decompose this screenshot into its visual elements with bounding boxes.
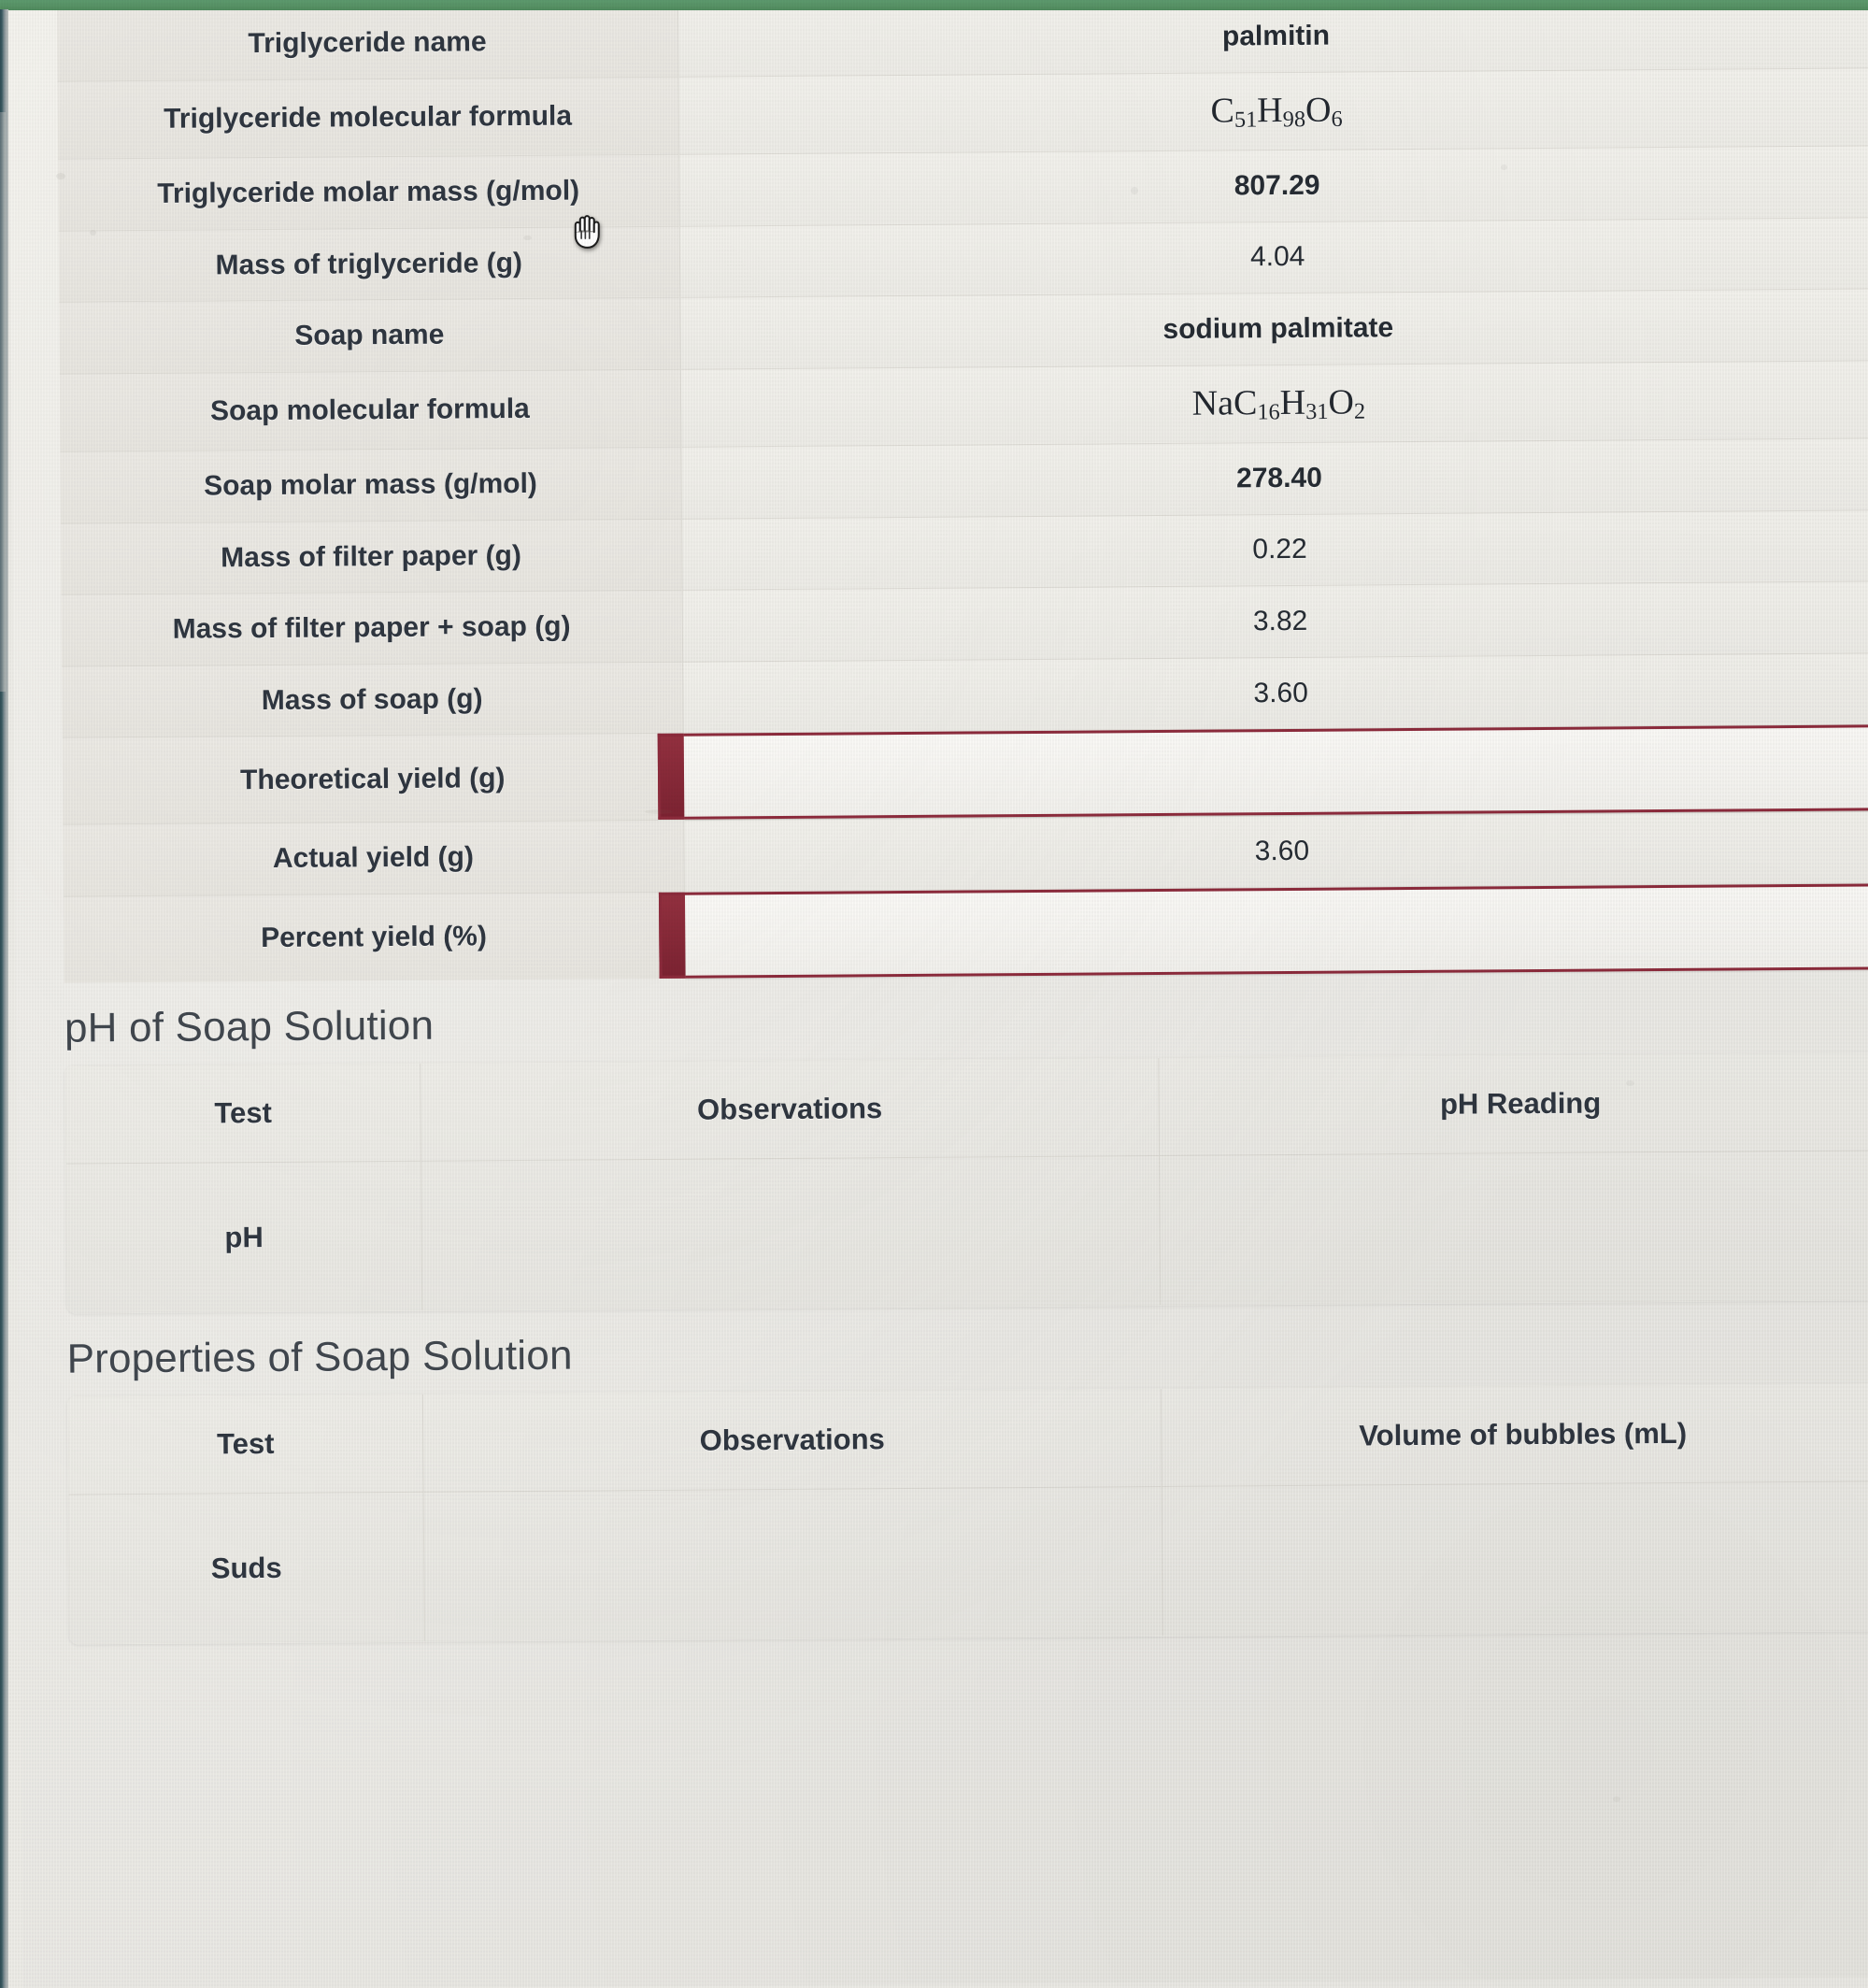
required-input-wrapper bbox=[658, 883, 1868, 979]
table-row: Triglyceride molecular formula C51H98O6 bbox=[57, 67, 1868, 160]
cell-value: 3.82 bbox=[681, 581, 1868, 663]
properties-of-soap-solution-table: Test Observations Volume of bubbles (mL)… bbox=[66, 1382, 1868, 1645]
table-row: Theoretical yield (g) bbox=[62, 724, 1868, 825]
cell-value: palmitin bbox=[677, 0, 1868, 77]
row-label: Mass of filter paper (g) bbox=[61, 518, 682, 595]
row-label: Mass of filter paper + soap (g) bbox=[61, 590, 683, 666]
column-header-test: Test bbox=[67, 1394, 424, 1495]
cell-input-container bbox=[658, 882, 1868, 979]
row-label: Triglyceride molar mass (g/mol) bbox=[58, 154, 679, 231]
table-row: pH bbox=[65, 1151, 1868, 1314]
left-window-edge-sliver-secondary bbox=[0, 112, 6, 692]
row-label: Soap name bbox=[59, 297, 680, 374]
lab-report-page: Triglyceride name palmitin Triglyceride mo… bbox=[8, 0, 1868, 1988]
cell-value: 3.60 bbox=[683, 811, 1868, 893]
row-label: Theoretical yield (g) bbox=[62, 733, 684, 825]
table-row: Actual yield (g) 3.60 bbox=[63, 811, 1868, 897]
row-label-ph: pH bbox=[65, 1161, 422, 1314]
cell-value: 4.04 bbox=[678, 217, 1868, 298]
table-row: Soap molecular formula NaC16H31O2 bbox=[59, 360, 1868, 452]
cell-value: sodium palmitate bbox=[679, 288, 1868, 369]
column-header-observations: Observations bbox=[422, 1388, 1162, 1493]
ph-section-title: pH of Soap Solution bbox=[64, 1002, 435, 1051]
required-input-wrapper bbox=[657, 724, 1868, 821]
soap-synthesis-results-table: Triglyceride name palmitin Triglyceride mo… bbox=[57, 0, 1868, 983]
row-label: Soap molar mass (g/mol) bbox=[60, 447, 682, 523]
table-row: Mass of filter paper + soap (g) 3.82 bbox=[61, 581, 1868, 666]
row-label: Percent yield (%) bbox=[63, 892, 685, 983]
row-label-suds: Suds bbox=[68, 1492, 425, 1645]
required-field-indicator-bar bbox=[658, 892, 686, 979]
left-window-edge-sliver bbox=[0, 9, 8, 1988]
table-row: Suds bbox=[68, 1481, 1868, 1645]
table-row: Soap name sodium palmitate bbox=[59, 288, 1868, 374]
cell-molecular-formula: NaC16H31O2 bbox=[679, 360, 1868, 448]
cell-input-container bbox=[657, 724, 1868, 821]
cell-suds-volume[interactable] bbox=[1162, 1481, 1868, 1637]
cell-molecular-formula: C51H98O6 bbox=[677, 67, 1868, 155]
row-label: Actual yield (g) bbox=[63, 820, 684, 897]
row-label: Triglyceride name bbox=[57, 5, 678, 81]
row-label: Triglyceride molecular formula bbox=[57, 76, 679, 160]
table-row: Mass of soap (g) 3.60 bbox=[62, 652, 1868, 738]
table-row: Mass of triglyceride (g) 4.04 bbox=[58, 217, 1868, 303]
table-row: Soap molar mass (g/mol) 278.40 bbox=[60, 437, 1868, 523]
input-theoretical-yield-g[interactable] bbox=[683, 727, 1868, 818]
required-field-indicator-bar bbox=[657, 734, 684, 821]
table-header-row: Test Observations Volume of bubbles (mL) bbox=[67, 1382, 1868, 1495]
cell-ph-reading[interactable] bbox=[1160, 1151, 1868, 1306]
ph-of-soap-solution-table: Test Observations pH Reading pH bbox=[64, 1051, 1868, 1314]
top-green-band bbox=[0, 0, 1868, 10]
cell-suds-observations[interactable] bbox=[423, 1486, 1163, 1642]
cell-ph-observations[interactable] bbox=[421, 1155, 1161, 1311]
row-label: Mass of triglyceride (g) bbox=[58, 225, 680, 303]
cell-value: 278.40 bbox=[680, 437, 1868, 519]
row-label: Soap molecular formula bbox=[59, 368, 681, 452]
properties-section-title: Properties of Soap Solution bbox=[66, 1332, 573, 1382]
column-header-volume-of-bubbles: Volume of bubbles (mL) bbox=[1161, 1382, 1868, 1487]
table-row: Percent yield (%) bbox=[63, 882, 1868, 983]
table-row: Mass of filter paper (g) 0.22 bbox=[61, 509, 1868, 595]
table-row: Triglyceride molar mass (g/mol) 807.29 bbox=[58, 145, 1868, 231]
column-header-test: Test bbox=[64, 1063, 421, 1165]
row-label: Mass of soap (g) bbox=[62, 662, 683, 738]
cell-value: 807.29 bbox=[678, 145, 1868, 226]
column-header-observations: Observations bbox=[420, 1057, 1160, 1162]
input-percent-yield[interactable] bbox=[684, 886, 1868, 976]
cell-value: 0.22 bbox=[681, 509, 1868, 591]
cell-value: 3.60 bbox=[682, 652, 1868, 734]
table-header-row: Test Observations pH Reading bbox=[64, 1051, 1868, 1165]
column-header-ph-reading: pH Reading bbox=[1158, 1051, 1868, 1156]
